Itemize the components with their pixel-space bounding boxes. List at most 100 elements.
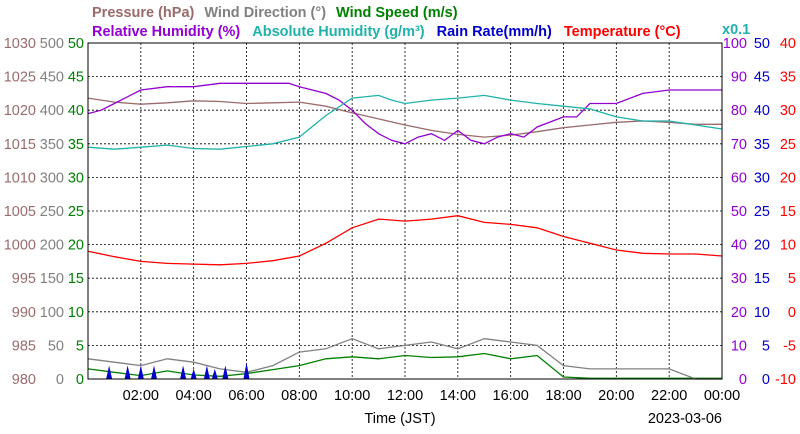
wind_speed-tick-label: 5 [76,338,84,354]
axis-labels: 9809859909951000100510101015102010251030… [4,36,796,404]
pressure-tick-label: 1030 [4,36,36,52]
wind_speed-tick-label: 20 [68,238,84,254]
rain_rate-tick-label: 35 [754,137,770,153]
rain-rate-spike [190,368,197,379]
humidity-tick-label: 0 [739,372,747,388]
rain_rate-tick-label: 0 [762,372,770,388]
x-tick-label: 08:00 [281,388,317,404]
temperature-tick-label: 15 [780,204,796,220]
rain-rate-spike [180,365,187,379]
temperature-c-line [87,215,723,266]
wind_speed-tick-label: 40 [68,103,84,119]
x-axis-label: Time (JST) [364,411,435,427]
pressure-hpa-line [87,97,722,138]
x-tick-label: 22:00 [651,388,687,404]
x-tick-label: 18:00 [545,388,581,404]
scale-note: x0.1 [722,22,750,38]
wind_direction-tick-label: 450 [40,70,64,86]
wind-direction-line [87,338,722,380]
x-tick-label: 12:00 [387,388,423,404]
humidity-tick-label: 100 [723,36,747,52]
temperature-tick-label: 20 [780,170,796,186]
humidity-tick-label: 20 [731,305,747,321]
legend-entry: Absolute Humidity (g/m³) [252,24,425,40]
wind_direction-tick-label: 0 [56,372,64,388]
rain-rate-spike [203,365,210,379]
x-tick-label: 20:00 [598,388,634,404]
temperature-tick-label: -10 [775,372,796,388]
humidity-tick-label: 50 [731,204,747,220]
legend: Pressure (hPa) Wind Direction (°) Wind Spe… [92,5,750,40]
grid [88,43,722,379]
rain-rate-spike [106,365,113,379]
x-tick-label: 06:00 [228,388,264,404]
wind_speed-tick-label: 35 [68,137,84,153]
wind_speed-tick-label: 45 [68,70,84,86]
pressure-tick-label: 1010 [4,170,36,186]
rain_rate-tick-label: 20 [754,238,770,254]
pressure-tick-label: 985 [12,338,36,354]
temperature-tick-label: 30 [780,103,796,119]
temperature-tick-label: 10 [780,238,796,254]
legend-entry: Rain Rate(mm/h) [437,24,552,40]
wind_speed-tick-label: 30 [68,170,84,186]
rain_rate-tick-label: 45 [754,70,770,86]
x-tick-label: 02:00 [123,388,159,404]
pressure-tick-label: 1000 [4,238,36,254]
x-tick-label: 00:00 [704,388,740,404]
rain-rate-spike [137,365,144,379]
rain-rate-spike [243,362,250,379]
rain_rate-tick-label: 15 [754,271,770,287]
legend-entry: Wind Direction (°) [204,5,326,21]
humidity-tick-label: 70 [731,137,747,153]
x-tick-label: 14:00 [440,388,476,404]
temperature-tick-label: -5 [783,338,796,354]
wind_direction-tick-label: 300 [40,170,64,186]
humidity-tick-label: 90 [731,70,747,86]
pressure-tick-label: 1020 [4,103,36,119]
rain_rate-tick-label: 40 [754,103,770,119]
wind_direction-tick-label: 100 [40,305,64,321]
pressure-tick-label: 1015 [4,137,36,153]
humidity-tick-label: 80 [731,103,747,119]
relative-humidity-line [87,82,722,145]
rain_rate-tick-label: 50 [754,36,770,52]
rain-rate-spike [124,365,131,379]
rain-rate-spike [222,365,229,379]
wind_speed-tick-label: 10 [68,305,84,321]
plot-frame [87,42,723,380]
rain-rate-spike [151,365,158,379]
rain_rate-tick-label: 25 [754,204,770,220]
rain-rate-spike [211,368,218,379]
pressure-tick-label: 1025 [4,70,36,86]
humidity-tick-label: 30 [731,271,747,287]
wind_direction-tick-label: 400 [40,103,64,119]
absolute-humidity-g-m-line [87,94,723,150]
legend-entry: Temperature (°C) [564,24,681,40]
wind_direction-tick-label: 150 [40,271,64,287]
wind_direction-tick-label: 250 [40,204,64,220]
rain_rate-tick-label: 5 [762,338,770,354]
wind_speed-tick-label: 15 [68,271,84,287]
temperature-tick-label: 25 [780,137,796,153]
x-tick-label: 16:00 [493,388,529,404]
humidity-tick-label: 40 [731,238,747,254]
legend-entry: Wind Speed (m/s) [336,5,458,21]
pressure-tick-label: 990 [12,305,36,321]
legend-entry: Pressure (hPa) [92,5,195,21]
rain_rate-tick-label: 10 [754,305,770,321]
wind_direction-tick-label: 50 [48,338,64,354]
date-label: 2023-03-06 [648,411,722,427]
pressure-tick-label: 995 [12,271,36,287]
wind_speed-tick-label: 50 [68,36,84,52]
wind_speed-tick-label: 25 [68,204,84,220]
pressure-tick-label: 980 [12,372,36,388]
legend-entry: Relative Humidity (%) [92,24,240,40]
rain_rate-tick-label: 30 [754,170,770,186]
temperature-tick-label: 35 [780,70,796,86]
series-layer [87,82,723,380]
x-tick-label: 04:00 [176,388,212,404]
x-tick-label: 10:00 [334,388,370,404]
wind_direction-tick-label: 200 [40,238,64,254]
